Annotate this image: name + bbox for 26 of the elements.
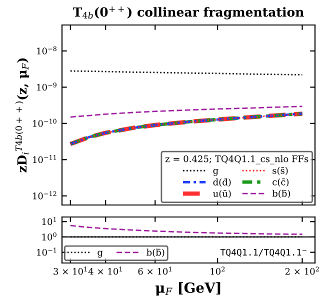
- legend-label: c(c̄): [272, 178, 289, 187]
- y-tick-label: 10$^{−8}$: [37, 46, 56, 54]
- y-tick-label: 10$^{0}$: [42, 232, 56, 240]
- legend-label: g: [213, 168, 218, 176]
- legend-label: b(b̄): [272, 190, 290, 198]
- annotation: TQ4Q1.1/TQ4Q1.1$^{−}$: [220, 248, 306, 257]
- x-axis-title: μ$_{F}$ [GeV]: [155, 282, 220, 296]
- legend-label: u(ū): [213, 190, 231, 198]
- legend-label: s(s̄): [272, 166, 288, 176]
- y-axis-title: zD$_{i}$$^{T4b(0++)}$(z, μ$_{F}$): [15, 58, 30, 172]
- legend-label: g: [98, 250, 103, 258]
- x-tick-label: 2 × 10$^{2}$: [285, 266, 319, 275]
- y-tick-label: 10$^{1}$: [42, 217, 56, 226]
- y-tick-label: 10$^{−10}$: [33, 118, 56, 127]
- x-tick-label: 6 × 10$^{1}$: [138, 266, 172, 275]
- legend-title: z = 0.425; TQ4Q1.1_cs_nlo FFs: [165, 155, 308, 164]
- y-tick-label: 10$^{−9}$: [37, 82, 56, 91]
- y-tick-label: 10$^{−12}$: [33, 191, 56, 200]
- chart-title: T$_{4b}$(0$^{++}$) collinear fragmentation: [72, 6, 304, 20]
- y-tick-label: 10$^{−1}$: [37, 248, 56, 256]
- legend-label: b(b̄): [146, 248, 164, 257]
- y-tick-label: 10$^{−11}$: [33, 155, 56, 164]
- x-tick-label: 3 × 10$^{1}$: [54, 266, 87, 275]
- x-tick-label: 4 × 10$^{1}$: [88, 266, 122, 275]
- legend-label: d(d̄): [213, 178, 231, 187]
- x-tick-label: 10$^{2}$: [210, 266, 225, 275]
